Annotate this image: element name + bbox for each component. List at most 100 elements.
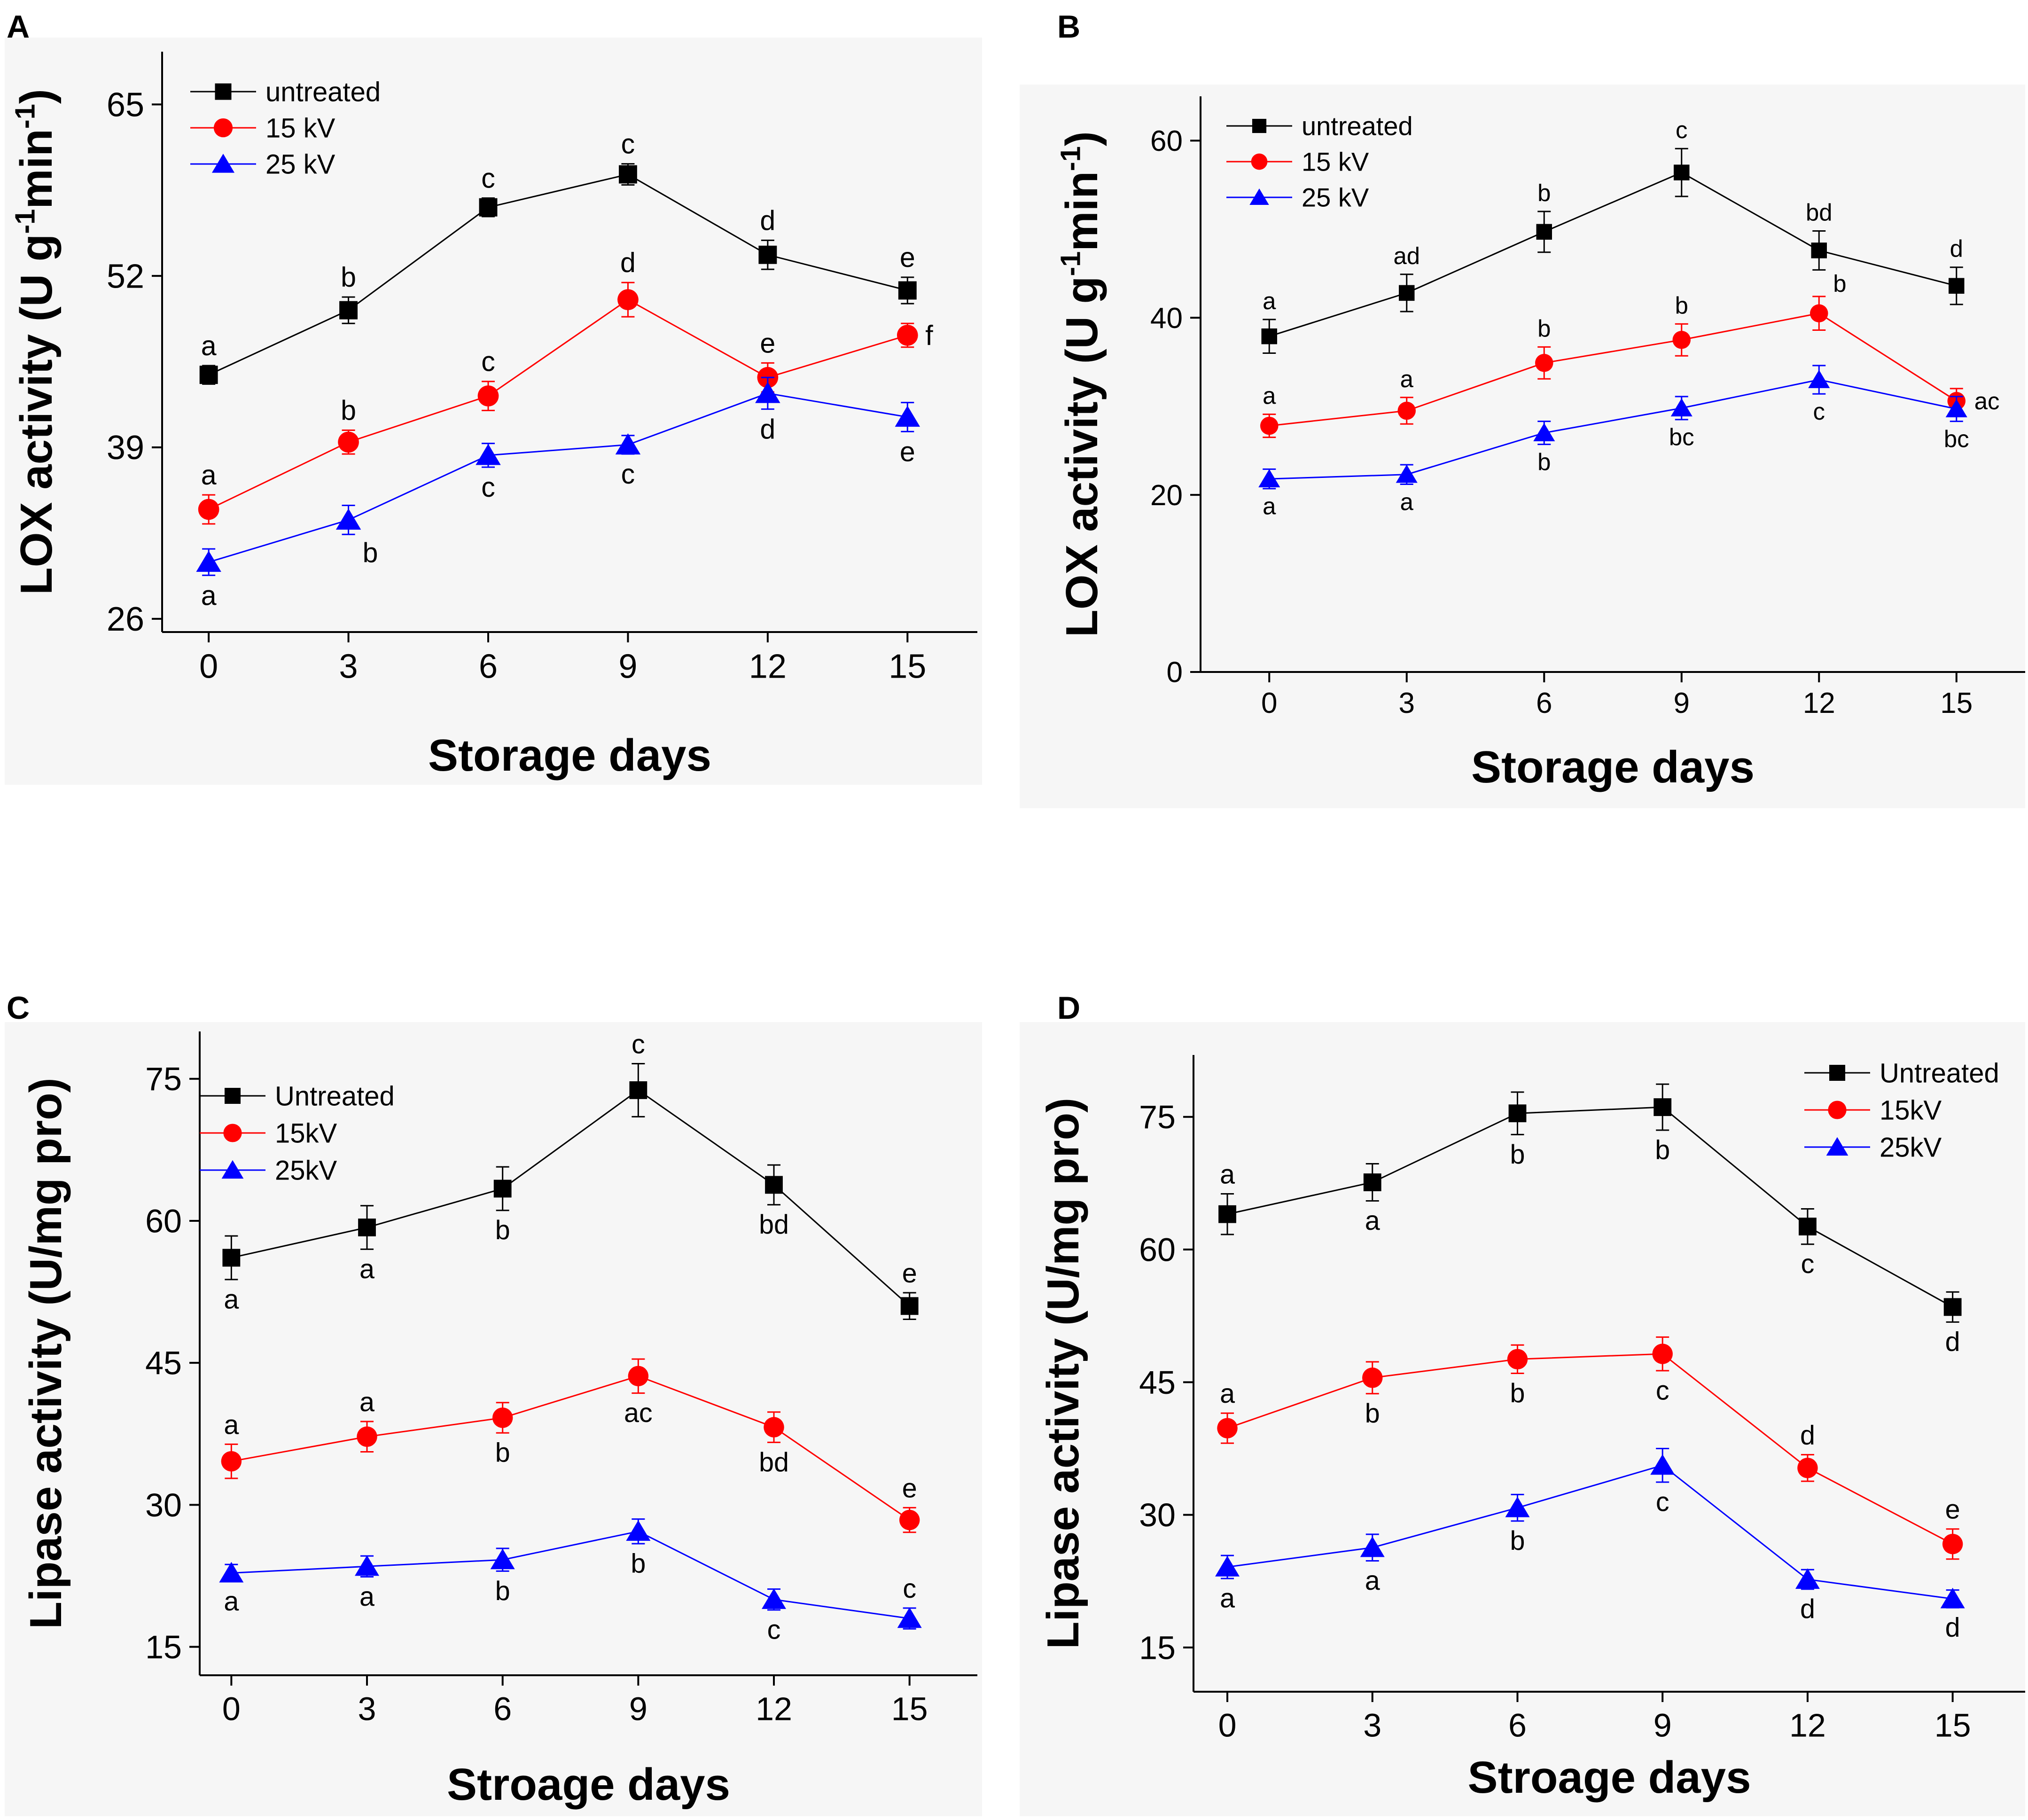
significance-letter: bc bbox=[1944, 425, 1969, 452]
significance-letter: bc bbox=[1669, 424, 1694, 451]
series-line bbox=[231, 1089, 910, 1307]
data-point bbox=[1654, 1098, 1672, 1116]
legend-label: untreated bbox=[265, 77, 381, 107]
series-untreated: a ad b c bd d bbox=[1261, 117, 1965, 354]
significance-letter: ad bbox=[1393, 242, 1420, 269]
y-axis-title-part: min bbox=[1057, 171, 1107, 251]
legend-label: 25 kV bbox=[265, 149, 335, 180]
series-15kv: a b c d e f bbox=[198, 247, 933, 525]
legend-marker bbox=[1826, 1137, 1849, 1156]
panel-d-label: D bbox=[1057, 990, 1080, 1026]
data-point bbox=[1533, 423, 1555, 441]
significance-letter: b bbox=[1510, 1526, 1525, 1556]
significance-letter: b bbox=[341, 395, 356, 426]
legend: untreated 15 kV 25 kV bbox=[190, 77, 381, 180]
x-tick-label: 6 bbox=[1508, 1707, 1527, 1744]
significance-letter: a bbox=[1220, 1584, 1235, 1614]
data-point bbox=[897, 1607, 922, 1628]
x-tick-label: 6 bbox=[1536, 687, 1552, 719]
x-tick-label: 0 bbox=[1261, 687, 1277, 719]
series-25kv: a b c c d e bbox=[196, 376, 920, 611]
data-point bbox=[1652, 1344, 1673, 1364]
significance-letter: a bbox=[201, 330, 217, 361]
significance-letter: b bbox=[1675, 292, 1688, 319]
y-axis-title-part: LOX activity (U g bbox=[11, 234, 62, 595]
panel-a-background bbox=[5, 38, 982, 785]
data-point bbox=[1507, 1349, 1528, 1370]
data-point bbox=[1505, 1496, 1530, 1517]
data-point bbox=[1672, 331, 1691, 349]
y-axis-title: Lipase activity (U/mg pro) bbox=[1038, 1098, 1088, 1649]
significance-letter: b bbox=[1365, 1398, 1380, 1429]
significance-letter: ac bbox=[624, 1398, 653, 1428]
panel-c-label: C bbox=[7, 990, 30, 1026]
significance-letter: d bbox=[760, 205, 775, 236]
significance-letter: b bbox=[1537, 180, 1551, 206]
legend-marker bbox=[223, 1124, 242, 1142]
significance-letter: c bbox=[621, 129, 635, 160]
legend-marker bbox=[1249, 188, 1269, 205]
significance-letter: a bbox=[224, 1284, 239, 1314]
legend-marker bbox=[211, 154, 235, 173]
significance-letter: c bbox=[767, 1615, 781, 1645]
significance-letter: c bbox=[1656, 1487, 1669, 1517]
y-axis-title-part: min bbox=[11, 129, 62, 209]
data-point bbox=[335, 508, 361, 530]
significance-letter: d bbox=[1945, 1327, 1960, 1357]
series-line bbox=[208, 173, 908, 376]
panel-a: A 26 39 52 65 0 3 6 9 12 15 Storage days LOX activi… bbox=[5, 9, 982, 785]
data-point bbox=[626, 1520, 651, 1541]
panel-a-label: A bbox=[7, 9, 30, 45]
x-tick-label: 12 bbox=[749, 648, 787, 686]
significance-letter: e bbox=[902, 1258, 917, 1289]
data-point bbox=[764, 1417, 784, 1437]
significance-letter: c bbox=[621, 459, 635, 490]
data-point bbox=[338, 431, 359, 453]
x-tick-label: 15 bbox=[889, 648, 926, 686]
data-point bbox=[758, 245, 777, 264]
legend-marker bbox=[1252, 118, 1267, 133]
significance-letter: d bbox=[1800, 1421, 1815, 1451]
y-tick-label: 0 bbox=[1167, 656, 1183, 689]
significance-letter: a bbox=[1400, 488, 1414, 515]
y-tick-label: 65 bbox=[107, 86, 144, 124]
data-point bbox=[1535, 354, 1553, 372]
data-point bbox=[1943, 1298, 1962, 1316]
data-point bbox=[493, 1179, 512, 1198]
x-tick-label: 12 bbox=[1789, 1707, 1826, 1744]
y-tick-label: 15 bbox=[1139, 1629, 1176, 1666]
data-point bbox=[199, 366, 218, 384]
data-point bbox=[615, 433, 641, 455]
significance-letter: b bbox=[1655, 1135, 1670, 1165]
legend-label: 25kV bbox=[1880, 1132, 1942, 1163]
data-point bbox=[1811, 242, 1827, 258]
x-tick-label: 6 bbox=[479, 648, 498, 686]
significance-letter: c bbox=[1676, 117, 1687, 143]
legend: Untreated 15kV 25kV bbox=[200, 1081, 395, 1186]
y-tick-label: 60 bbox=[1139, 1232, 1176, 1268]
significance-letter: c bbox=[903, 1574, 916, 1604]
series-line bbox=[1227, 1106, 1953, 1308]
significance-letter: c bbox=[481, 472, 495, 503]
data-point bbox=[1949, 278, 1965, 294]
significance-letter: c bbox=[632, 1030, 645, 1060]
x-tick-label: 9 bbox=[1654, 1707, 1672, 1744]
panel-c: C 15 30 45 60 75 0 3 6 9 12 15 Stroage days Lipase a… bbox=[5, 990, 982, 1816]
significance-letter: a bbox=[1400, 366, 1414, 392]
data-point bbox=[1399, 285, 1415, 301]
series-15kv: a b b c d e bbox=[1217, 1336, 1963, 1560]
significance-letter: a bbox=[224, 1410, 239, 1440]
data-point bbox=[357, 1426, 377, 1447]
x-tick-label: 0 bbox=[222, 1691, 241, 1727]
data-point bbox=[1360, 1536, 1385, 1557]
significance-letter: e bbox=[1945, 1495, 1960, 1525]
legend-label: untreated bbox=[1302, 111, 1413, 141]
significance-letter: c bbox=[1801, 1249, 1815, 1279]
significance-letter: a bbox=[224, 1586, 239, 1617]
y-axis-title-part: LOX activity (U g bbox=[1057, 276, 1107, 637]
panel-c-plot: 15 30 45 60 75 0 3 6 9 12 15 Stroage days Lipase act… bbox=[21, 1030, 977, 1810]
significance-letter: d bbox=[1945, 1613, 1960, 1643]
y-axis-title: LOX activity (U g-1min-1) bbox=[9, 89, 62, 595]
significance-letter: c bbox=[481, 346, 495, 377]
